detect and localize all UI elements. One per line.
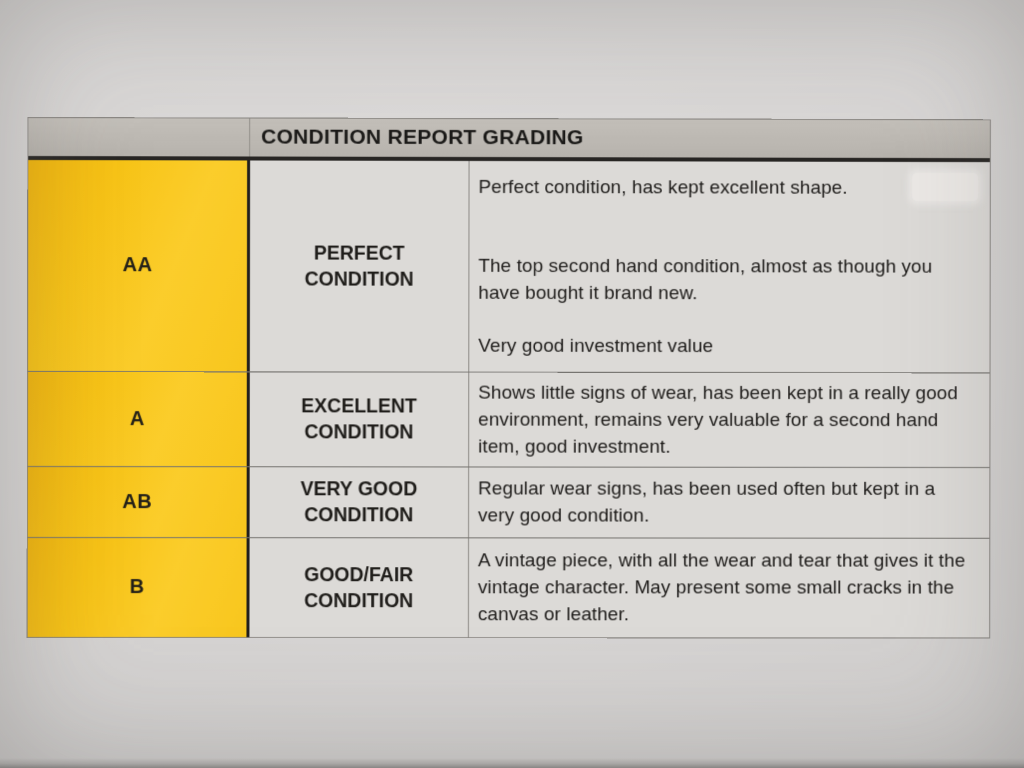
condition-name-line: CONDITION xyxy=(304,504,414,527)
table-row-b: B GOOD/FAIR CONDITION A vintage piece, w… xyxy=(27,538,990,638)
table-row-ab: AB VERY GOOD CONDITION Regular wear sign… xyxy=(27,467,990,539)
description-cell-ab: Regular wear signs, has been used often … xyxy=(469,467,989,537)
description-cell-b: A vintage piece, with all the wear and t… xyxy=(469,538,989,637)
description-cell-aa: Perfect condition, has kept excellent sh… xyxy=(469,161,990,372)
condition-name-line: CONDITION xyxy=(304,589,414,612)
condition-cell-a: EXCELLENT CONDITION xyxy=(249,372,470,467)
header-spacer-cell xyxy=(28,118,251,157)
grade-cell-a: A xyxy=(27,372,250,467)
grade-cell-aa: AA xyxy=(28,160,251,372)
description-paragraph: The top second hand condition, almost as… xyxy=(478,255,933,305)
description-paragraph: Perfect condition, has kept excellent sh… xyxy=(478,176,848,199)
grading-table: CONDITION REPORT GRADING AA PERFECT COND… xyxy=(26,117,991,639)
table-title: CONDITION REPORT GRADING xyxy=(261,125,584,150)
grade-label: AA xyxy=(122,254,153,277)
description-cell-a: Shows little signs of wear, has been kep… xyxy=(469,373,989,467)
grade-cell-ab: AB xyxy=(27,467,250,538)
grade-label: A xyxy=(129,407,145,430)
grade-label: AB xyxy=(122,490,153,513)
description-paragraph: A vintage piece, with all the wear and t… xyxy=(477,550,966,626)
description-paragraph: Very good investment value xyxy=(478,335,714,358)
paper-bottom-edge xyxy=(0,758,1024,768)
condition-cell-ab: VERY GOOD CONDITION xyxy=(249,467,470,538)
grade-cell-b: B xyxy=(27,538,250,638)
table-row-a: A EXCELLENT CONDITION Shows little signs… xyxy=(27,372,990,469)
table-header-row: CONDITION REPORT GRADING xyxy=(28,118,990,163)
condition-name-line: GOOD/FAIR xyxy=(304,563,414,586)
condition-cell-b: GOOD/FAIR CONDITION xyxy=(249,538,470,638)
condition-name-line: CONDITION xyxy=(304,268,414,291)
table-row-aa: AA PERFECT CONDITION Perfect condition, … xyxy=(28,160,990,374)
grade-label: B xyxy=(129,576,145,599)
condition-name-line: VERY GOOD xyxy=(300,478,418,501)
condition-name-line: PERFECT xyxy=(313,242,405,265)
condition-name-line: CONDITION xyxy=(304,421,414,444)
condition-name-line: EXCELLENT xyxy=(301,395,417,418)
condition-cell-aa: PERFECT CONDITION xyxy=(249,160,470,372)
description-paragraph: Shows little signs of wear, has been kep… xyxy=(478,382,958,458)
description-paragraph: Regular wear signs, has been used often … xyxy=(478,478,936,527)
whiteout-patch xyxy=(912,172,978,201)
